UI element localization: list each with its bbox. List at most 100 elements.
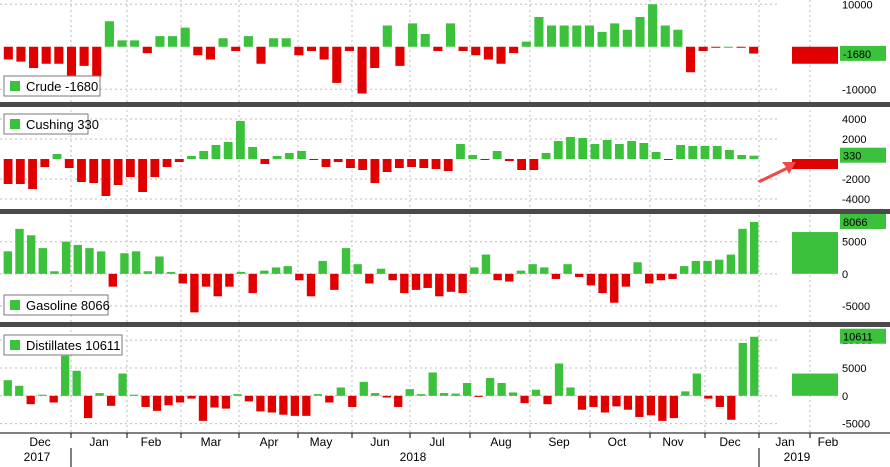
year-label: 2018 [400,450,427,464]
bar [236,121,245,159]
year-label: 2019 [784,450,811,464]
bar [423,273,432,288]
bar [749,155,759,159]
bar [715,395,724,407]
bar [155,256,164,274]
bar [590,144,600,159]
bar [92,46,102,77]
bar [534,17,544,47]
bar [456,144,465,159]
bar [663,159,673,160]
bar [394,159,404,168]
bar [566,137,575,159]
bar [50,271,59,274]
bar [370,46,380,68]
bar [205,46,215,60]
legend-label: Distillates 10611 [26,338,120,353]
bar [318,260,327,274]
bar [575,273,584,278]
bar [621,273,631,287]
bar [84,395,93,419]
latest-value-label: 10611 [843,332,873,344]
bar [243,36,253,47]
bar [483,46,493,60]
bar [321,159,331,167]
bar [120,253,129,274]
bar [635,395,644,417]
bar [485,377,495,396]
latest-value-label: 8066 [843,217,867,229]
bar [577,395,587,410]
bar [330,273,339,290]
bar [180,27,190,47]
bar [480,159,490,160]
bar [15,228,24,274]
month-label: Nov [662,435,683,449]
bar [471,46,481,56]
bar [336,387,345,396]
y-tick-label: -10000 [842,84,876,96]
legend-box [3,294,109,316]
bar [150,159,160,177]
bar [130,40,140,47]
bar [497,383,506,396]
bar [726,254,736,274]
bar [703,260,712,274]
bar [358,159,368,170]
latest-value-label: 330 [843,151,861,163]
bar [297,151,306,159]
bar [26,235,36,274]
bar [325,395,334,403]
bar [365,273,374,284]
y-tick-label: -5000 [842,419,870,431]
bar [54,46,64,64]
bar [736,46,746,48]
bar [541,153,551,159]
bar [505,273,514,282]
bar [309,159,319,160]
month-label: Jul [429,435,444,449]
bar [458,46,468,51]
bar [333,159,343,162]
panel-divider [0,322,890,327]
bar [244,395,254,402]
bar [201,273,211,287]
panel-divider [0,209,890,214]
bar [260,270,269,274]
bar [691,260,701,274]
bar [269,38,279,47]
bar [543,395,552,405]
bar [470,267,479,274]
bar [370,159,380,183]
bar [727,395,736,420]
bar [41,46,51,64]
bar [516,270,526,274]
y-tick-label: -4000 [842,194,870,206]
bar [578,138,588,159]
bar [85,248,94,274]
bar [627,141,637,159]
legend-swatch [10,340,20,350]
bar [408,23,418,47]
month-label: Oct [608,435,627,449]
bar [692,373,701,396]
bar [248,273,257,294]
bar [72,370,81,396]
bar [738,342,747,396]
bar [508,392,518,396]
bar [676,145,685,159]
bar [411,273,421,290]
bar [187,395,196,399]
bar [551,273,561,279]
bar [600,395,610,413]
bar [38,248,48,274]
month-label: Dec [29,435,50,449]
panel-cushing: 4000 2000 -2000 -4000 330 Cushing 330 [0,113,886,206]
bar [443,159,453,171]
bar [400,273,409,294]
bar [723,46,733,48]
bar [118,373,127,396]
month-label: Jan [775,435,794,449]
bar [174,159,184,162]
